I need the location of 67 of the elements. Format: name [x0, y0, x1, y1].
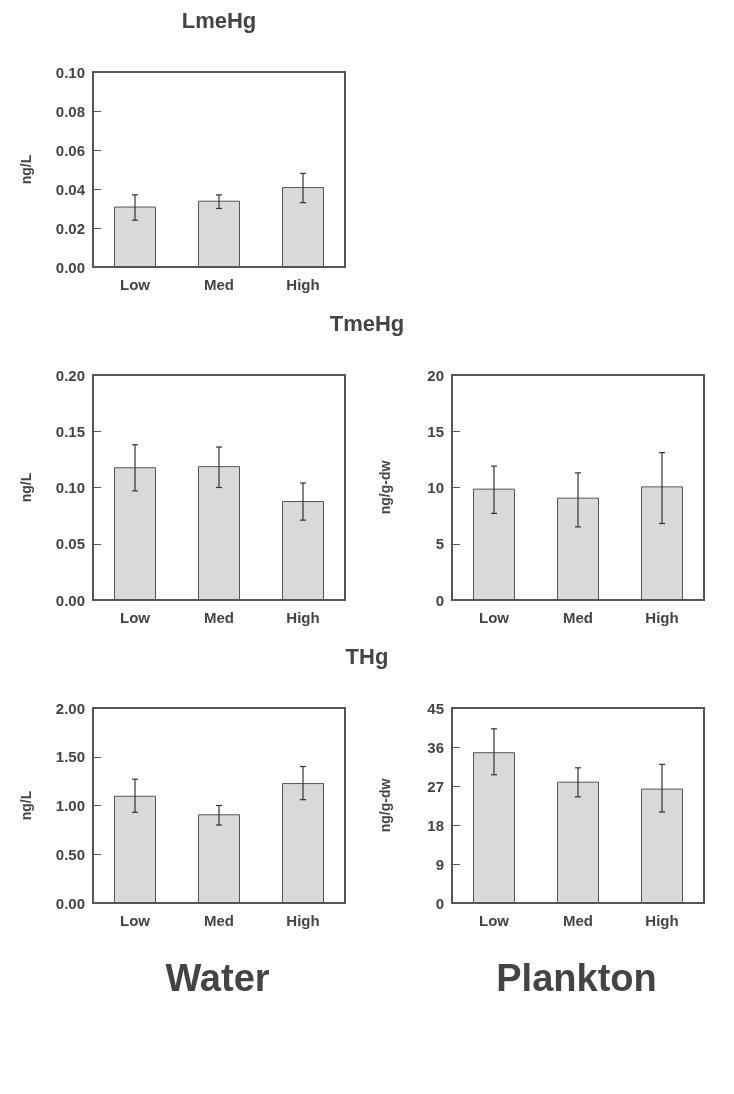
y-tick-label: 0.15 — [55, 422, 85, 440]
y-tick-label: 1.50 — [55, 748, 85, 766]
y-axis-title: ng/L — [18, 154, 34, 185]
y-tick-label: 45 — [427, 699, 444, 717]
y-tick-label: 0.08 — [55, 102, 85, 120]
x-tick-label: Low — [479, 609, 510, 626]
text: Water — [164, 957, 271, 1000]
y-tick-label: 5 — [435, 535, 444, 553]
y-axis-title: ng/g-dw — [377, 778, 393, 833]
y-axis-title: ng/L — [18, 472, 34, 503]
y-tick-label: 0.00 — [55, 894, 85, 912]
bar — [198, 200, 240, 267]
x-tick-label: Med — [563, 912, 593, 929]
y-axis-title: ng/g-dw — [377, 460, 393, 515]
y-tick-label: 0.05 — [55, 535, 85, 553]
y-tick-label: 27 — [427, 777, 444, 795]
y-tick-label: 10 — [427, 479, 444, 496]
y-tick-label: 0 — [435, 591, 444, 609]
x-tick-label: Med — [204, 912, 234, 929]
bar — [557, 781, 599, 903]
y-tick-label: 0.06 — [55, 141, 85, 159]
bar — [641, 788, 683, 903]
chart-title: THg — [345, 644, 389, 670]
y-tick-label: 0.00 — [55, 591, 85, 609]
y-tick-label: 2.00 — [55, 699, 85, 717]
x-tick-label: High — [286, 609, 320, 626]
y-tick-label: 0.02 — [55, 219, 85, 237]
bar — [114, 795, 156, 903]
y-tick-label: 0.10 — [55, 63, 85, 81]
bar — [473, 488, 515, 600]
x-tick-label: Low — [120, 276, 151, 293]
bar — [557, 497, 599, 600]
y-tick-label: 0.10 — [55, 479, 85, 496]
y-tick-label: 0.20 — [55, 366, 85, 384]
bar — [282, 783, 324, 903]
y-tick-label: 18 — [427, 816, 444, 834]
x-tick-label: Med — [204, 609, 234, 626]
y-tick-label: 15 — [427, 422, 444, 440]
x-tick-label: Low — [120, 609, 151, 626]
chart-title: LmeHg — [181, 8, 257, 34]
bar — [473, 752, 515, 903]
y-tick-label: 36 — [427, 738, 444, 756]
y-tick-label: 1.00 — [55, 797, 85, 814]
x-tick-label: High — [645, 609, 679, 626]
bar — [114, 467, 156, 600]
x-tick-label: Med — [204, 276, 234, 293]
y-tick-label: 0.04 — [55, 180, 86, 198]
y-axis-title: ng/L — [18, 790, 34, 821]
y-tick-label: 0.00 — [55, 258, 85, 276]
y-tick-label: 0 — [435, 894, 444, 912]
x-tick-label: Low — [120, 912, 151, 929]
bar — [198, 814, 240, 903]
x-tick-label: High — [286, 276, 320, 293]
x-tick-label: Low — [479, 912, 510, 929]
x-tick-label: High — [645, 912, 679, 929]
x-tick-label: High — [286, 912, 320, 929]
bar — [282, 501, 324, 600]
text: Plankton — [495, 957, 658, 1000]
y-tick-label: 0.50 — [55, 845, 85, 863]
bar — [114, 206, 156, 267]
y-tick-label: 20 — [427, 366, 444, 384]
x-tick-label: Med — [563, 609, 593, 626]
chart-title: TmeHg — [329, 311, 405, 337]
bar — [198, 466, 240, 600]
y-tick-label: 9 — [435, 855, 444, 873]
bar — [282, 187, 324, 267]
bar — [641, 486, 683, 600]
